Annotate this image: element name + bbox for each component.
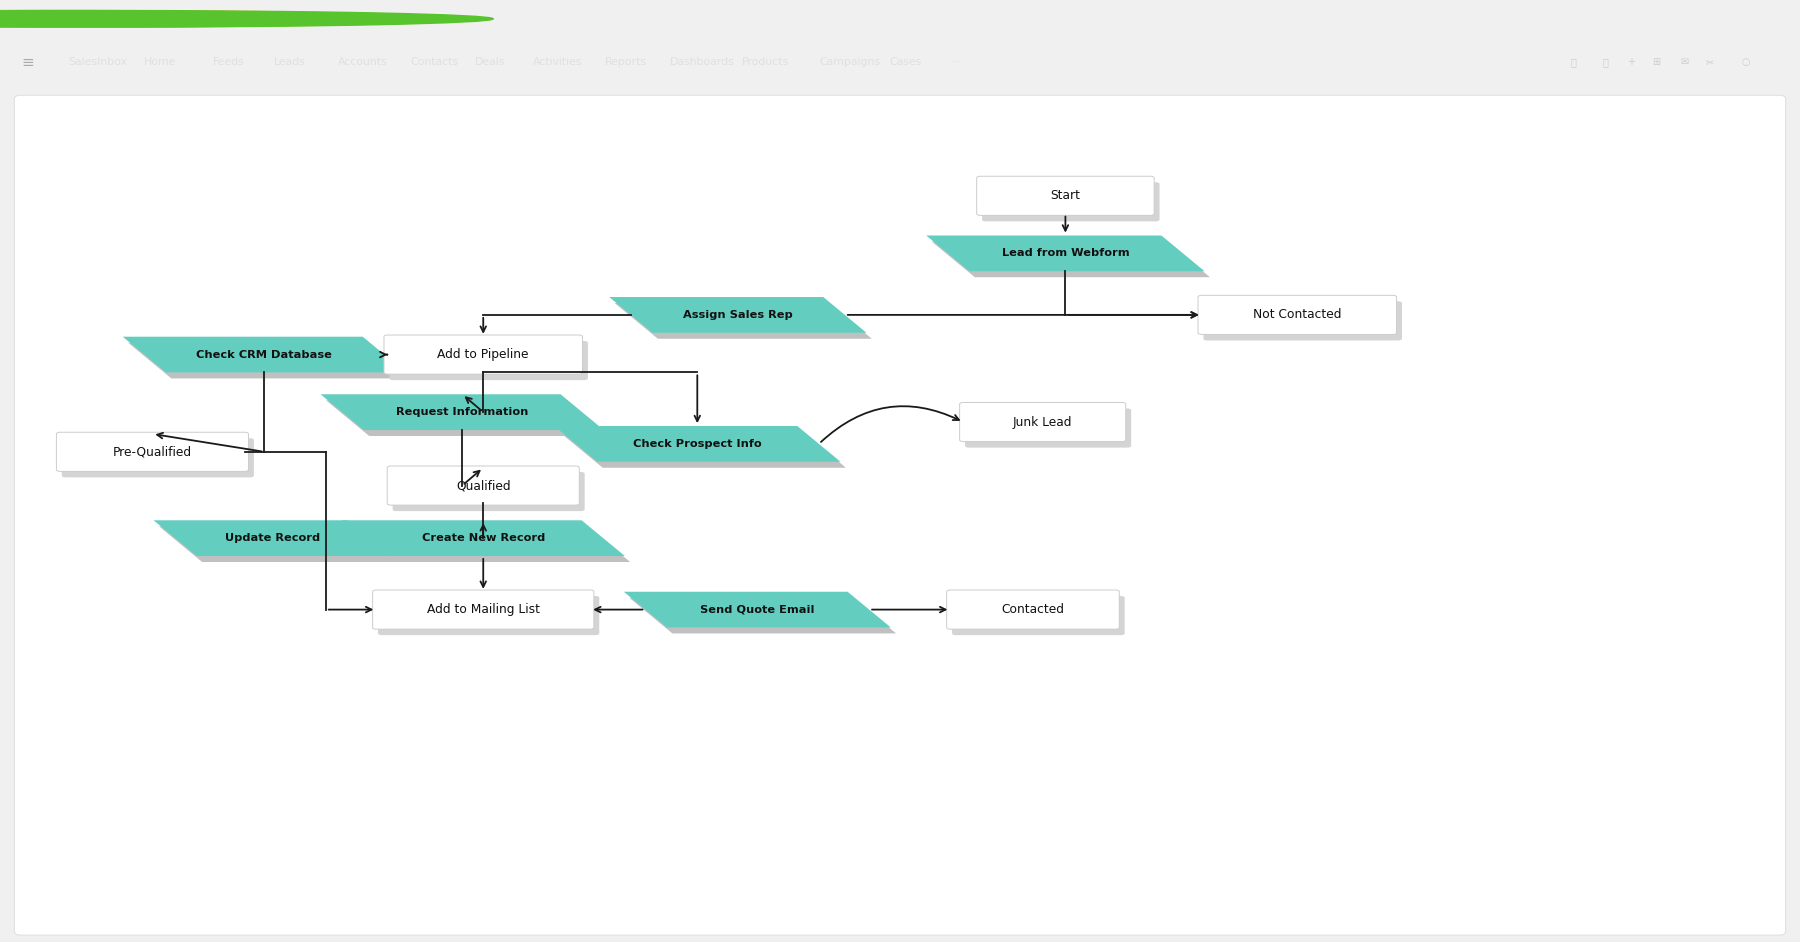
Text: ✂: ✂	[1706, 57, 1714, 67]
Circle shape	[0, 10, 493, 27]
Text: +: +	[1627, 57, 1634, 67]
Text: Contacted: Contacted	[1001, 603, 1064, 616]
Circle shape	[0, 10, 436, 27]
Text: Send Quote Email: Send Quote Email	[700, 605, 815, 614]
Text: ✉: ✉	[1681, 57, 1688, 67]
FancyBboxPatch shape	[378, 596, 599, 635]
FancyBboxPatch shape	[61, 438, 254, 478]
FancyBboxPatch shape	[392, 472, 585, 512]
Polygon shape	[320, 395, 603, 430]
Polygon shape	[932, 241, 1210, 277]
Text: Feeds: Feeds	[212, 57, 245, 67]
Text: Lead from Webform: Lead from Webform	[1001, 249, 1129, 258]
FancyBboxPatch shape	[389, 341, 589, 381]
Text: Dashboards: Dashboards	[670, 57, 734, 67]
Text: ○: ○	[1742, 57, 1750, 67]
FancyBboxPatch shape	[56, 432, 248, 471]
Polygon shape	[608, 297, 866, 333]
Text: ≡: ≡	[22, 55, 34, 70]
Text: Contacts: Contacts	[410, 57, 459, 67]
Text: Update Record: Update Record	[225, 533, 320, 544]
Text: Check CRM Database: Check CRM Database	[196, 349, 333, 360]
Polygon shape	[927, 236, 1204, 271]
Text: Home: Home	[144, 57, 176, 67]
Polygon shape	[347, 527, 630, 562]
Text: Not Contacted: Not Contacted	[1253, 308, 1341, 321]
Text: Deals: Deals	[475, 57, 506, 67]
Polygon shape	[326, 400, 608, 436]
Text: Assign Sales Rep: Assign Sales Rep	[682, 310, 792, 320]
Text: Qualified: Qualified	[455, 479, 511, 492]
Text: Accounts: Accounts	[338, 57, 389, 67]
FancyBboxPatch shape	[387, 466, 580, 505]
Polygon shape	[614, 303, 871, 339]
Polygon shape	[122, 336, 407, 372]
Text: Products: Products	[742, 57, 788, 67]
Polygon shape	[342, 520, 625, 556]
Text: Request Information: Request Information	[396, 407, 529, 417]
Text: Campaigns: Campaigns	[819, 57, 880, 67]
FancyBboxPatch shape	[952, 596, 1125, 635]
Text: ···: ···	[950, 57, 961, 67]
Polygon shape	[630, 598, 896, 633]
FancyBboxPatch shape	[1199, 295, 1397, 334]
FancyBboxPatch shape	[947, 590, 1120, 629]
Polygon shape	[625, 592, 891, 627]
Text: Add to Pipeline: Add to Pipeline	[437, 349, 529, 361]
FancyBboxPatch shape	[14, 95, 1786, 935]
Text: Pre-Qualified: Pre-Qualified	[113, 446, 193, 459]
FancyBboxPatch shape	[373, 590, 594, 629]
Text: Add to Mailing List: Add to Mailing List	[427, 603, 540, 616]
FancyBboxPatch shape	[959, 402, 1125, 442]
Polygon shape	[554, 426, 841, 462]
Text: Create New Record: Create New Record	[421, 533, 545, 544]
Polygon shape	[128, 343, 412, 379]
Text: 🔔: 🔔	[1602, 57, 1609, 67]
FancyBboxPatch shape	[965, 409, 1130, 447]
FancyBboxPatch shape	[977, 176, 1154, 216]
Text: Start: Start	[1051, 189, 1080, 203]
FancyBboxPatch shape	[1204, 301, 1402, 340]
Polygon shape	[158, 527, 396, 562]
Text: Junk Lead: Junk Lead	[1013, 415, 1073, 429]
Text: Reports: Reports	[605, 57, 646, 67]
Text: Check Prospect Info: Check Prospect Info	[634, 439, 761, 449]
Text: 🔍: 🔍	[1570, 57, 1577, 67]
FancyBboxPatch shape	[983, 182, 1159, 221]
Text: ⊞: ⊞	[1652, 57, 1660, 67]
Polygon shape	[153, 520, 391, 556]
Text: Activities: Activities	[533, 57, 581, 67]
Text: Leads: Leads	[274, 57, 306, 67]
Text: SalesInbox: SalesInbox	[68, 57, 128, 67]
FancyBboxPatch shape	[383, 335, 583, 374]
Text: Cases: Cases	[889, 57, 922, 67]
Circle shape	[0, 10, 464, 27]
Polygon shape	[560, 432, 846, 468]
